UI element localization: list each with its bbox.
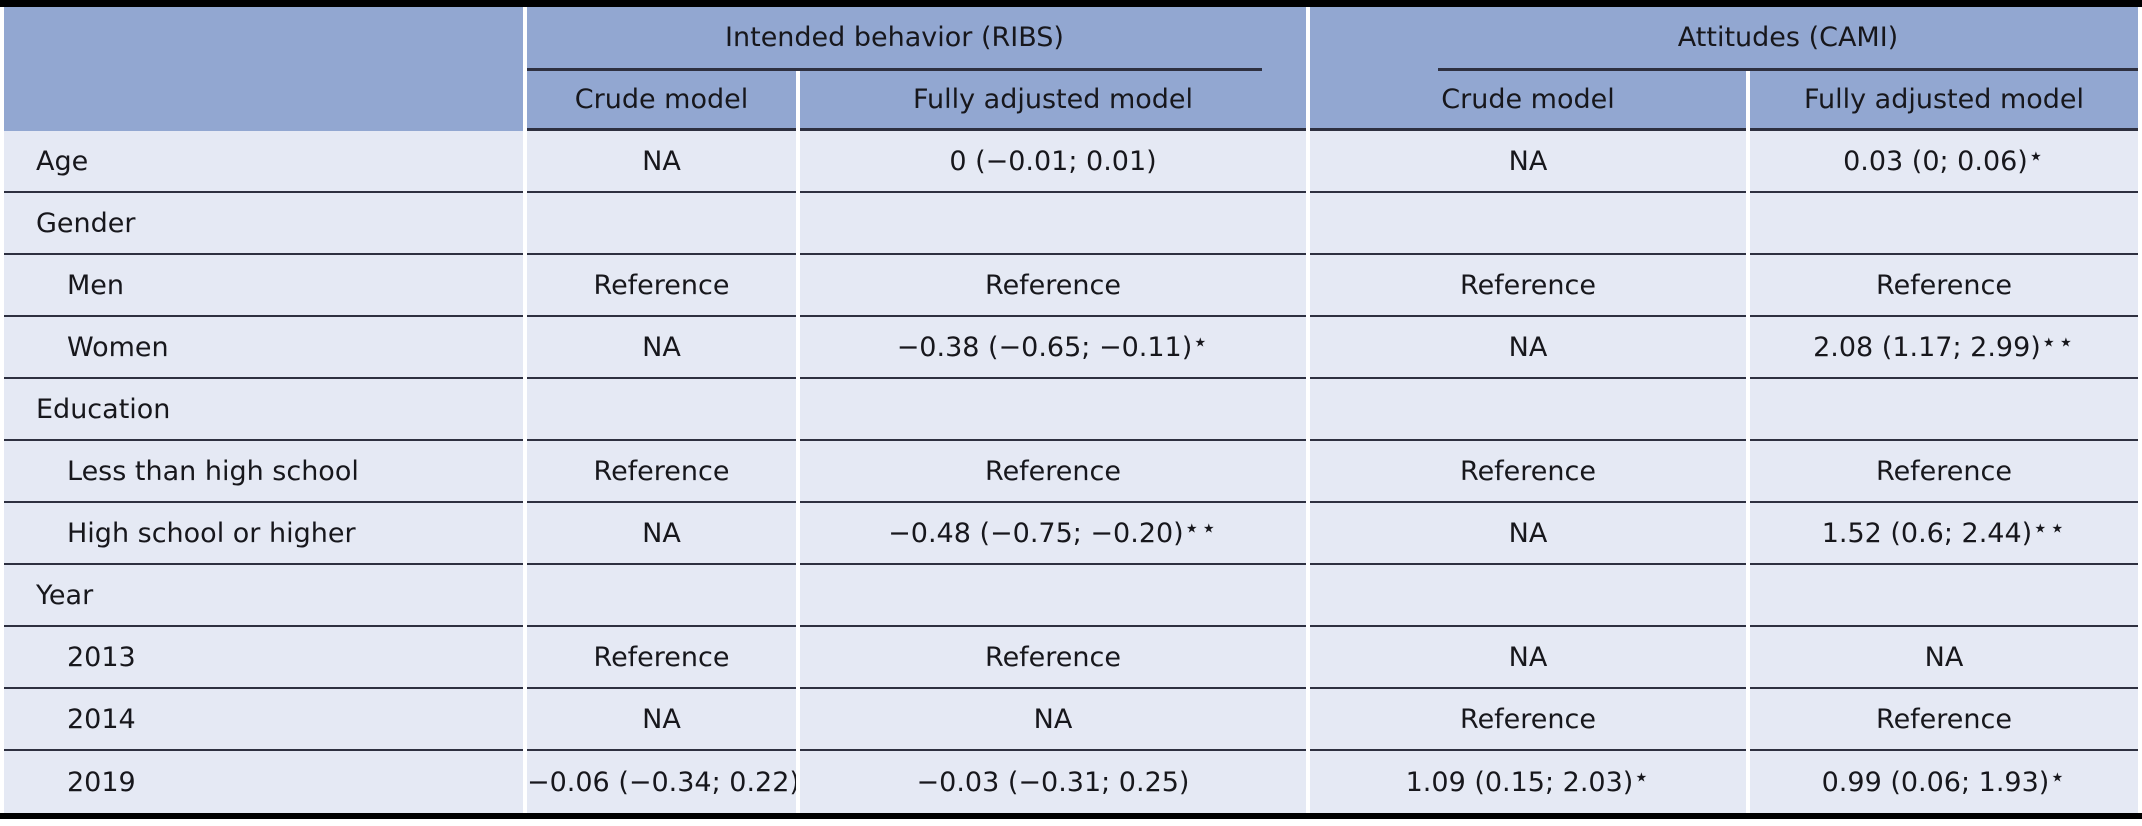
column-group-cami: Attitudes (CAMI) <box>1310 7 2139 71</box>
sub-header-ribs-adjusted: Fully adjusted model <box>800 71 1306 131</box>
table-row: Gender <box>4 193 2139 255</box>
value-cell: NA <box>800 689 1306 751</box>
sub-header-row: Crude model Fully adjusted model Crude m… <box>4 71 2139 131</box>
value-cell: 1.52 (0.6; 2.44)⋆⋆ <box>1750 503 2139 565</box>
value-cell <box>1750 379 2139 441</box>
value-cell: NA <box>1310 131 1746 193</box>
value-cell: NA <box>527 131 796 193</box>
value-cell: NA <box>527 317 796 379</box>
value-cell: Reference <box>800 627 1306 689</box>
value-cell <box>527 379 796 441</box>
value-cell: 0.99 (0.06; 1.93)⋆ <box>1750 751 2139 813</box>
sub-header-ribs-crude: Crude model <box>527 71 796 131</box>
value-cell: Reference <box>1750 689 2139 751</box>
significance-stars: ⋆ <box>2027 140 2045 171</box>
table-row: Education <box>4 379 2139 441</box>
significance-stars: ⋆ <box>1192 326 1210 357</box>
table-row: Age NA 0 (−0.01; 0.01) NA 0.03 (0; 0.06)⋆ <box>4 131 2139 193</box>
value-cell: 1.09 (0.15; 2.03)⋆ <box>1310 751 1746 813</box>
value-cell: −0.38 (−0.65; −0.11)⋆ <box>800 317 1306 379</box>
row-label-sub: Women <box>4 317 523 379</box>
value-cell: Reference <box>527 627 796 689</box>
value-cell: Reference <box>527 255 796 317</box>
value-cell: NA <box>1310 317 1746 379</box>
column-group-ribs-box: Intended behavior (RIBS) <box>527 7 1262 71</box>
table-header: Intended behavior (RIBS) Attitudes (CAMI… <box>4 7 2139 131</box>
column-group-cami-box: Attitudes (CAMI) <box>1438 7 2139 71</box>
value-cell: NA <box>527 689 796 751</box>
value-cell <box>1310 193 1746 255</box>
significance-stars: ⋆⋆ <box>1183 512 1218 543</box>
value-cell <box>1310 379 1746 441</box>
value-cell: Reference <box>1310 255 1746 317</box>
table-row: 2019 −0.06 (−0.34; 0.22) −0.03 (−0.31; 0.2… <box>4 751 2139 813</box>
table-row: Women NA −0.38 (−0.65; −0.11)⋆ NA 2.08 (1.17… <box>4 317 2139 379</box>
value-cell: NA <box>1310 503 1746 565</box>
row-label-sub: Less than high school <box>4 441 523 503</box>
table-row: Year <box>4 565 2139 627</box>
row-label-sub: High school or higher <box>4 503 523 565</box>
value-cell: Reference <box>1750 441 2139 503</box>
sub-header-cami-adjusted: Fully adjusted model <box>1750 71 2139 131</box>
value-cell: Reference <box>1310 441 1746 503</box>
value-cell: Reference <box>800 441 1306 503</box>
value-cell <box>527 565 796 627</box>
value-cell: Reference <box>1310 689 1746 751</box>
table-row: High school or higher NA −0.48 (−0.75; −0.… <box>4 503 2139 565</box>
row-label-group: Gender <box>4 193 523 255</box>
column-group-ribs: Intended behavior (RIBS) <box>527 7 1306 71</box>
row-label-sub: 2019 <box>4 751 523 813</box>
row-label-sub: 2014 <box>4 689 523 751</box>
value-cell <box>1750 565 2139 627</box>
row-label-sub: 2013 <box>4 627 523 689</box>
value-cell: −0.06 (−0.34; 0.22) <box>527 751 796 813</box>
significance-stars: ⋆⋆ <box>2040 326 2075 357</box>
table-body: Age NA 0 (−0.01; 0.01) NA 0.03 (0; 0.06)⋆ Gen… <box>4 131 2139 813</box>
value-cell: Reference <box>1750 255 2139 317</box>
column-group-row: Intended behavior (RIBS) Attitudes (CAMI… <box>4 7 2139 131</box>
column-group-label-ribs: Intended behavior (RIBS) <box>725 22 1064 53</box>
value-cell <box>1310 565 1746 627</box>
value-cell: Reference <box>800 255 1306 317</box>
row-label-sub: Men <box>4 255 523 317</box>
value-cell: Reference <box>527 441 796 503</box>
table-row: 2014 NA NA Reference Reference <box>4 689 2139 751</box>
value-cell <box>800 565 1306 627</box>
significance-stars: ⋆ <box>1633 761 1651 792</box>
value-cell: −0.48 (−0.75; −0.20)⋆⋆ <box>800 503 1306 565</box>
table-row: Less than high school Reference Reference R… <box>4 441 2139 503</box>
sub-header-cami-crude: Crude model <box>1310 71 1746 131</box>
value-cell: NA <box>1750 627 2139 689</box>
value-cell: 2.08 (1.17; 2.99)⋆⋆ <box>1750 317 2139 379</box>
table-row: 2013 Reference Reference NA NA <box>4 627 2139 689</box>
value-cell: NA <box>1310 627 1746 689</box>
table-row: Men Reference Reference Reference Reference <box>4 255 2139 317</box>
stub-header-cell <box>4 7 523 131</box>
row-label-group: Year <box>4 565 523 627</box>
row-label-group: Education <box>4 379 523 441</box>
row-label-group: Age <box>4 131 523 193</box>
significance-stars: ⋆ <box>2049 761 2067 792</box>
column-group-label-cami: Attitudes (CAMI) <box>1677 22 1899 53</box>
value-cell <box>1750 193 2139 255</box>
value-cell: −0.03 (−0.31; 0.25) <box>800 751 1306 813</box>
value-cell: 0 (−0.01; 0.01) <box>800 131 1306 193</box>
value-cell <box>800 193 1306 255</box>
significance-stars: ⋆⋆ <box>2032 512 2067 543</box>
value-cell: 0.03 (0; 0.06)⋆ <box>1750 131 2139 193</box>
value-cell: NA <box>527 503 796 565</box>
value-cell <box>527 193 796 255</box>
value-cell <box>800 379 1306 441</box>
